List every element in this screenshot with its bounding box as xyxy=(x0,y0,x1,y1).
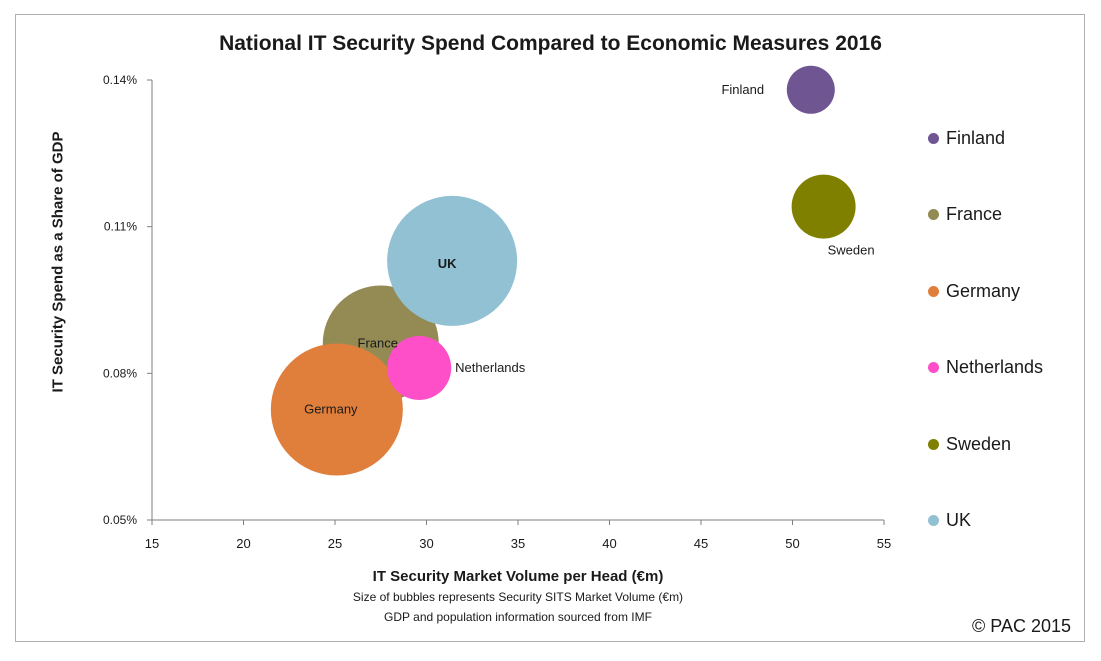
bubble-germany xyxy=(270,343,403,476)
bubble-label-sweden: Sweden xyxy=(828,243,875,258)
chart-title: National IT Security Spend Compared to E… xyxy=(219,32,882,55)
x-tick-label: 50 xyxy=(785,536,799,551)
legend-marker xyxy=(928,362,939,373)
source-note: GDP and population information sourced f… xyxy=(384,610,652,624)
bubble-label-finland: Finland xyxy=(721,82,764,97)
legend-label: France xyxy=(946,204,1003,224)
legend-item-netherlands: Netherlands xyxy=(928,356,1043,380)
legend-item-germany: Germany xyxy=(928,279,1020,303)
legend-label: Netherlands xyxy=(946,357,1044,377)
bubble-sweden xyxy=(791,174,856,239)
x-tick-label: 45 xyxy=(694,536,708,551)
copyright-text: © PAC 2015 xyxy=(972,616,1071,636)
legend-label: UK xyxy=(946,510,972,530)
y-tick-label: 0.05% xyxy=(103,513,137,527)
legend-label: Finland xyxy=(946,127,1006,148)
legend-marker xyxy=(928,438,939,450)
legend-marker xyxy=(928,285,939,297)
x-tick-label: 15 xyxy=(145,536,159,551)
y-tick-label: 0.11% xyxy=(104,220,137,234)
legend-item-sweden: Sweden xyxy=(928,432,1011,456)
x-tick-label: 25 xyxy=(328,536,342,551)
legend-item-uk: UK xyxy=(928,509,971,533)
x-tick-label: 35 xyxy=(511,536,525,551)
x-tick-label: 30 xyxy=(419,536,433,551)
bubble-size-note: Size of bubbles represents Security SITS… xyxy=(352,590,684,604)
legend-marker xyxy=(928,515,939,526)
legend-label: Sweden xyxy=(946,433,1012,454)
bubble-label-germany: Germany xyxy=(304,402,358,417)
x-axis-label: IT Security Market Volume per Head (€m) xyxy=(372,568,664,585)
legend-item-finland: Finland xyxy=(928,126,1005,150)
legend-marker xyxy=(928,132,939,144)
chart-frame xyxy=(15,14,1085,642)
bubble-label-uk: UK xyxy=(438,256,457,271)
y-tick-label: 0.08% xyxy=(103,366,137,380)
bubble-finland xyxy=(786,65,835,114)
bubble-uk xyxy=(387,195,518,326)
legend-marker xyxy=(928,209,939,220)
bubble-label-france: France xyxy=(358,336,398,351)
legend-item-france: France xyxy=(928,203,1002,227)
legend-label: Germany xyxy=(946,280,1021,301)
bubble-netherlands xyxy=(387,335,452,400)
y-tick-label: 0.14% xyxy=(103,73,137,87)
x-tick-label: 55 xyxy=(877,536,891,551)
x-tick-label: 40 xyxy=(602,536,616,551)
bubble-label-netherlands: Netherlands xyxy=(455,360,526,375)
x-tick-label: 20 xyxy=(236,536,250,551)
